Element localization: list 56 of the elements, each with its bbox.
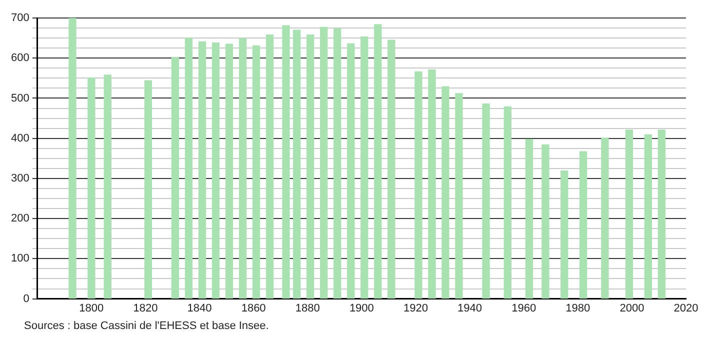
- y-tick-label: 400: [10, 132, 30, 144]
- bar: [442, 86, 450, 299]
- bar: [482, 104, 490, 299]
- y-tick-label: 700: [10, 12, 30, 24]
- x-tick-label: 1800: [79, 302, 104, 314]
- bar: [184, 38, 193, 299]
- bar: [625, 130, 634, 299]
- bar: [292, 30, 301, 299]
- bar: [542, 144, 550, 299]
- bar: [428, 69, 436, 299]
- bar: [388, 40, 396, 299]
- bar: [504, 106, 512, 299]
- x-tick-label: 1900: [349, 302, 374, 314]
- x-tick-label: 2020: [674, 302, 698, 314]
- x-tick-label: 2000: [620, 302, 644, 314]
- x-tick-label: 1940: [458, 302, 482, 314]
- bar: [644, 134, 652, 299]
- bar: [212, 42, 220, 299]
- y-tick-label: 0: [23, 292, 30, 305]
- bar: [88, 77, 96, 299]
- bar: [238, 38, 247, 299]
- bar: [320, 26, 328, 299]
- bar: [374, 24, 382, 299]
- x-tick-label: 1820: [133, 302, 158, 314]
- bar: [360, 36, 368, 299]
- y-tick-label: 300: [10, 172, 30, 184]
- bar: [144, 80, 152, 299]
- bar: [601, 138, 609, 299]
- bar: [282, 25, 290, 299]
- bar: [658, 130, 666, 299]
- bar: [334, 28, 342, 299]
- y-tick-label: 200: [10, 212, 30, 225]
- x-tick-label: 1980: [566, 302, 590, 314]
- bar: [525, 138, 534, 299]
- bar: [306, 34, 314, 299]
- bar: [414, 71, 422, 299]
- bar: [198, 41, 206, 299]
- bar: [252, 45, 260, 299]
- bar: [266, 34, 274, 299]
- y-tick-label: 500: [10, 92, 30, 104]
- bar: [171, 56, 180, 299]
- bar: [68, 18, 76, 299]
- bar: [347, 43, 355, 299]
- bar: [225, 44, 234, 299]
- x-tick-label: 1880: [295, 302, 320, 314]
- bar: [104, 74, 112, 299]
- bar: [455, 93, 463, 299]
- x-tick-label: 1960: [512, 302, 536, 314]
- x-tick-label: 1840: [187, 302, 212, 314]
- y-tick-label: 600: [10, 52, 30, 64]
- y-tick-label: 100: [10, 252, 30, 265]
- x-tick-label: 1860: [241, 302, 266, 314]
- bar: [560, 170, 568, 299]
- bar: [579, 151, 588, 299]
- x-tick-label: 1920: [403, 302, 428, 314]
- source-note: Sources : base Cassini de l'EHESS et base Insee.: [24, 320, 270, 332]
